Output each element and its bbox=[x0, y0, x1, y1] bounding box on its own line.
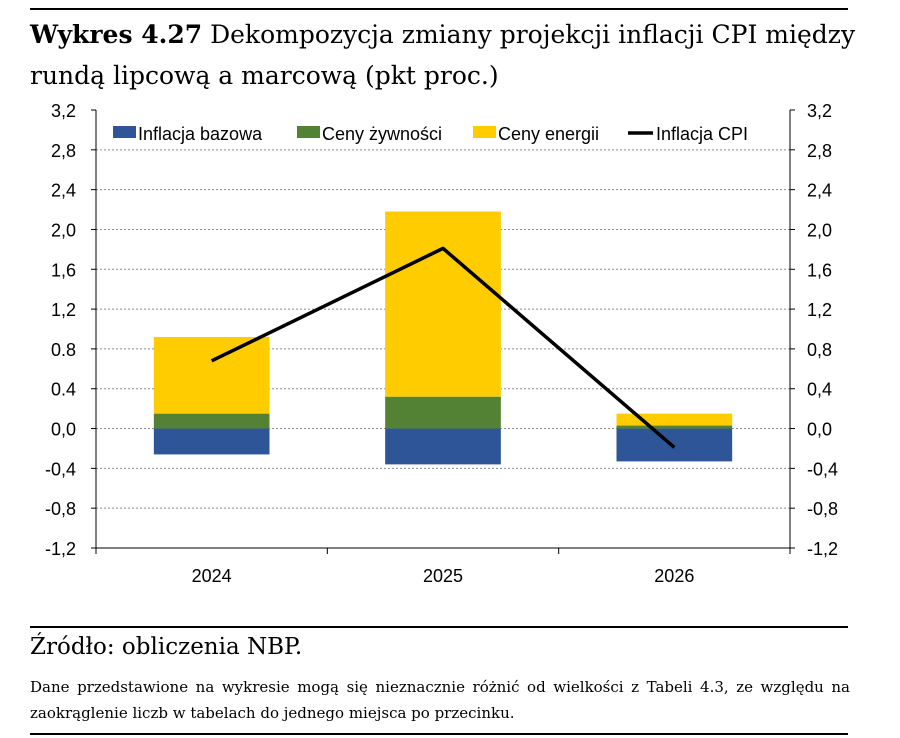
right-axis-tick-label: 2,4 bbox=[807, 181, 832, 201]
figure-title-text: Dekompozycja zmiany projekcji inflacji C… bbox=[30, 20, 856, 90]
right-axis-tick-label: -0,4 bbox=[807, 459, 838, 479]
bar-segment bbox=[616, 428, 733, 462]
bar-segment bbox=[616, 413, 733, 426]
left-axis-tick-label: 0,0 bbox=[51, 420, 76, 440]
right-axis-tick-label: 0,8 bbox=[807, 340, 832, 360]
legend-label: Ceny żywności bbox=[322, 124, 442, 144]
legend-swatch bbox=[297, 126, 320, 138]
bar-segment bbox=[385, 211, 501, 397]
legend-background bbox=[106, 119, 778, 147]
left-axis-tick-label: 2,0 bbox=[51, 220, 76, 240]
left-axis-tick-label: 0.8 bbox=[51, 340, 76, 360]
bottom-rule bbox=[30, 626, 848, 628]
left-axis-tick-label: 3,2 bbox=[51, 101, 76, 121]
left-axis-tick-label: 1,2 bbox=[51, 300, 76, 320]
bar-segment bbox=[616, 425, 733, 429]
right-axis-tick-label: -0,8 bbox=[807, 499, 838, 519]
right-axis-tick-label: 3,2 bbox=[807, 101, 832, 121]
right-axis-tick-label: 0,4 bbox=[807, 380, 832, 400]
left-axis-tick-label: -1,2 bbox=[45, 539, 76, 559]
cpi-line bbox=[210, 246, 676, 449]
bar-segment bbox=[153, 336, 270, 414]
left-axis-tick-label: 2,4 bbox=[51, 181, 76, 201]
right-axis-tick-label: 2,0 bbox=[807, 220, 832, 240]
left-axis-tick-label: 1,6 bbox=[51, 260, 76, 280]
bar-segment bbox=[385, 428, 501, 465]
right-axis-tick-label: 0,0 bbox=[807, 420, 832, 440]
left-axis-tick-label: -0,4 bbox=[45, 459, 76, 479]
right-axis-tick-label: 1,6 bbox=[807, 260, 832, 280]
x-axis-category-label: 2024 bbox=[192, 566, 232, 586]
left-axis-tick-label: 0.4 bbox=[51, 380, 76, 400]
legend-label: Inflacja bazowa bbox=[138, 124, 263, 144]
source-text: Źródło: obliczenia NBP. bbox=[30, 634, 303, 660]
figure-label: Wykres 4.27 bbox=[30, 20, 203, 49]
left-axis-tick-label: -0,8 bbox=[45, 499, 76, 519]
footnote-text: Dane przedstawione na wykresie mogą się … bbox=[30, 678, 850, 722]
bar-segment bbox=[153, 413, 270, 429]
legend-swatch bbox=[473, 126, 496, 138]
bar-segment bbox=[153, 428, 270, 455]
x-axis-category-label: 2026 bbox=[654, 566, 694, 586]
bar-segment bbox=[385, 396, 501, 429]
figure-title: Wykres 4.27 Dekompozycja zmiany projekcj… bbox=[30, 14, 860, 96]
footer-rule bbox=[30, 733, 848, 735]
legend-label: Ceny energii bbox=[498, 124, 599, 144]
legend-swatch bbox=[113, 126, 136, 138]
right-axis-tick-label: 2,8 bbox=[807, 141, 832, 161]
left-axis-tick-label: 2,8 bbox=[51, 141, 76, 161]
x-axis-category-label: 2025 bbox=[423, 566, 463, 586]
legend-label: Inflacja CPI bbox=[656, 124, 748, 144]
right-axis-tick-label: -1,2 bbox=[807, 539, 838, 559]
right-axis-tick-label: 1,2 bbox=[807, 300, 832, 320]
top-rule bbox=[30, 8, 848, 10]
